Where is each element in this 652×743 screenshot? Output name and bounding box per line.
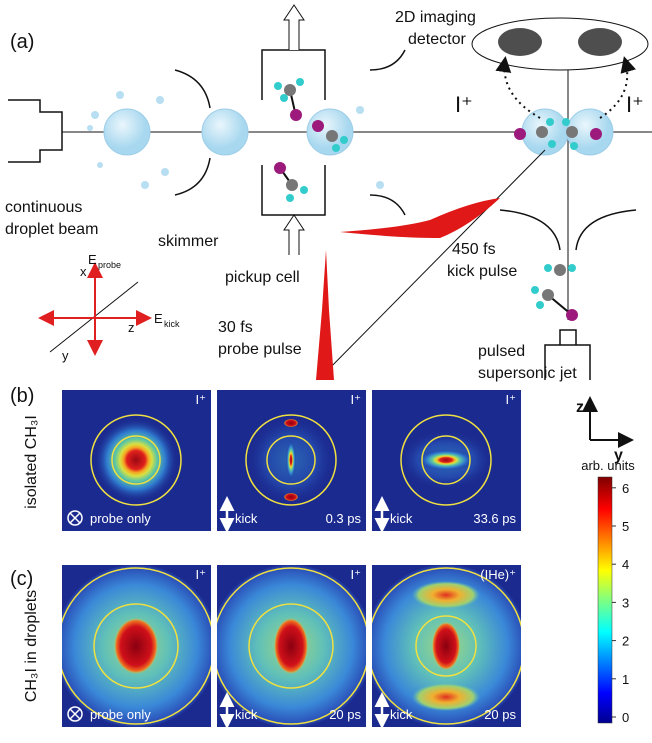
row-title: CH₃I in droplets — [23, 590, 40, 702]
condition-label: kick — [235, 707, 258, 722]
tick-label: 3 — [622, 595, 629, 610]
delay-label: 20 ps — [329, 707, 361, 722]
condition-label: probe only — [90, 707, 151, 722]
colorbar-ticks: 0 1 2 3 4 5 6 — [612, 481, 629, 725]
probe-pulse — [316, 250, 334, 380]
delay-label: 20 ps — [484, 707, 516, 722]
colorbar-scale — [598, 477, 612, 723]
label: 450 fs — [452, 241, 496, 258]
field-label: probe — [98, 260, 121, 270]
kick-pulse — [340, 198, 500, 238]
tick-label: 4 — [622, 557, 629, 572]
condition-label: kick — [390, 511, 413, 526]
label: probe pulse — [218, 341, 302, 358]
ion-label: I⁺ — [351, 567, 361, 582]
axis-label: x — [80, 264, 87, 279]
panel-c: (c) CH₃I in droplets — [10, 564, 528, 728]
label: droplet beam — [5, 221, 98, 238]
ion-label: I⁺ — [351, 392, 361, 407]
detector-spot — [498, 28, 542, 56]
inlet-arrow — [284, 215, 304, 255]
colorbar: arb. units 0 1 2 3 4 5 6 — [581, 458, 635, 725]
panel-a: (a) 2D imaging detector I⁺ — [5, 5, 652, 382]
panel-b: (b) isolated CH₃I z y — [10, 385, 630, 531]
axis-label: y — [62, 348, 69, 363]
ion-label: I⁺ — [455, 92, 473, 117]
field-label: kick — [164, 319, 180, 329]
condition-label: kick — [235, 511, 258, 526]
axis-label: z — [576, 399, 584, 416]
label: detector — [408, 31, 466, 48]
image — [209, 564, 373, 728]
lab-axes: z y — [576, 399, 630, 464]
tick-label: 2 — [622, 634, 629, 649]
panel-label: (c) — [10, 568, 33, 590]
ion-label: I⁺ — [626, 92, 644, 117]
label: 2D imaging — [395, 9, 476, 26]
field-label: E — [154, 311, 163, 326]
condition-label: probe only — [90, 511, 151, 526]
image — [217, 390, 366, 531]
field-label: E — [88, 252, 97, 267]
image — [62, 390, 211, 531]
label: pickup cell — [225, 269, 300, 286]
delay-label: 33.6 ps — [473, 511, 516, 526]
label: 30 fs — [218, 319, 253, 336]
source — [8, 100, 62, 162]
axis-label: z — [128, 320, 135, 335]
label: continuous — [5, 199, 82, 216]
ion-path — [600, 60, 627, 118]
tick-label: 5 — [622, 519, 629, 534]
label: skimmer — [158, 233, 219, 250]
panel-label: (b) — [10, 385, 34, 407]
ion-label: I⁺ — [196, 392, 206, 407]
detector-spot — [578, 28, 622, 56]
label: kick pulse — [447, 263, 517, 280]
pump-arrow — [284, 5, 304, 50]
ion-label: I⁺ — [506, 392, 516, 407]
image — [54, 564, 218, 728]
condition-label: kick — [390, 707, 413, 722]
figure: (a) 2D imaging detector I⁺ — [0, 0, 652, 743]
tick-label: 0 — [622, 710, 629, 725]
image — [372, 390, 521, 531]
image — [364, 564, 528, 728]
row-title: isolated CH₃I — [23, 415, 40, 509]
label: supersonic jet — [478, 365, 577, 382]
delay-label: 0.3 ps — [326, 511, 362, 526]
tick-label: 6 — [622, 481, 629, 496]
panel-label: (a) — [10, 31, 34, 53]
colorbar-label: arb. units — [581, 458, 635, 473]
tick-label: 1 — [622, 672, 629, 687]
label: pulsed — [478, 343, 525, 360]
ion-label: (IHe)⁺ — [480, 567, 516, 582]
ion-label: I⁺ — [196, 567, 206, 582]
